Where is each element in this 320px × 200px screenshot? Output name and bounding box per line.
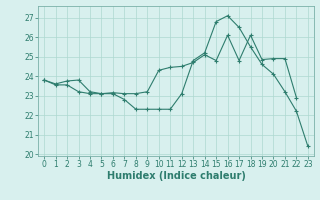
X-axis label: Humidex (Indice chaleur): Humidex (Indice chaleur) — [107, 171, 245, 181]
